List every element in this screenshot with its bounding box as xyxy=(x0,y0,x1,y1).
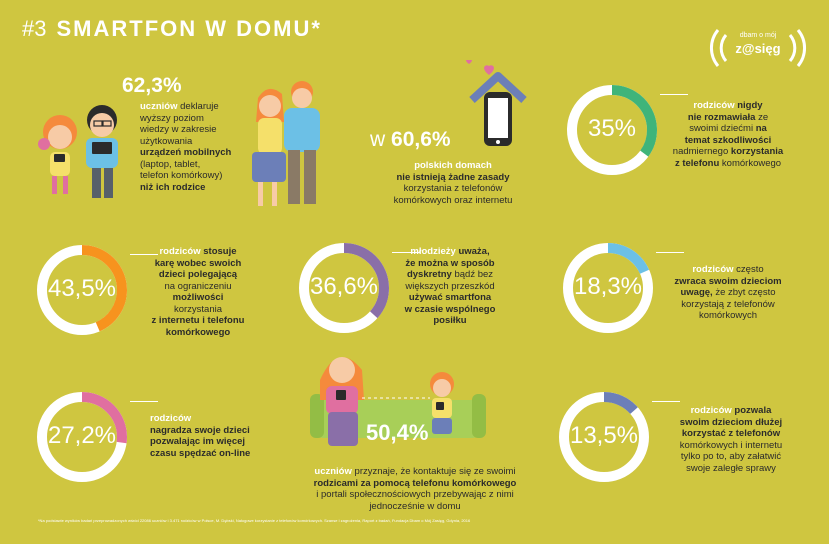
logo-line1: dbam o mój xyxy=(739,32,777,39)
house-phone-illustration xyxy=(466,60,527,146)
contact-description: uczniów przyznaje, że kontaktuje się ze … xyxy=(313,466,517,512)
ring-35-description: rodziców nigdy nie rozmawiała ze swoimi … xyxy=(672,100,784,169)
ring-arc xyxy=(559,392,649,482)
ring-label-r135: 13,5% xyxy=(569,422,639,449)
home-percent: w 60,6% xyxy=(370,128,451,152)
ring-gauge-r183 xyxy=(563,243,653,333)
mother-daughter-sofa-illustration xyxy=(310,357,486,446)
parents-illustration xyxy=(252,81,320,206)
ring-connector xyxy=(130,401,158,402)
title-text: SMARTFON W DOMU* xyxy=(56,16,322,41)
girl-figure-icon xyxy=(38,115,77,194)
ring-gauge-r272 xyxy=(37,392,127,482)
home-description: polskich domach nie istnieją żadne zasad… xyxy=(393,160,513,206)
contact-percent: 50,4% xyxy=(366,420,429,445)
ring-gauge-r135 xyxy=(559,392,649,482)
ring-183-description: rodziców często zwraca swoim dzieciom uw… xyxy=(674,264,782,321)
ring-connector xyxy=(660,94,688,95)
hearts-icon xyxy=(466,60,494,75)
users-description: uczniów deklaruje wyższy poziom wiedzy w… xyxy=(140,101,232,193)
father-figure-icon xyxy=(284,81,320,204)
ring-435-description: rodziców stosuje karę wobec swoich dziec… xyxy=(151,246,245,338)
ring-connector xyxy=(656,252,684,253)
phone-icon xyxy=(436,402,444,410)
ring-arc xyxy=(567,85,657,175)
logo: dbam o mój z@sięg xyxy=(702,22,814,72)
ring-label-r272: 27,2% xyxy=(47,422,117,449)
home-percent-prefix: w xyxy=(370,128,386,151)
kids-with-phones-illustration xyxy=(38,105,118,198)
ring-arc xyxy=(299,243,389,333)
ring-label-r183: 18,3% xyxy=(573,273,643,300)
ring-arc xyxy=(563,243,653,333)
ring-connector xyxy=(652,401,680,402)
ring-272-description: rodziców nagradza swoje dzieci pozwalają… xyxy=(150,413,251,459)
home-percent-value: 60,6% xyxy=(391,128,451,151)
footnote: *Na podstawie wyników badań przeprowadzo… xyxy=(38,518,471,523)
ring-gauge-r435 xyxy=(37,245,127,335)
roof-icon xyxy=(469,72,527,103)
ring-arc xyxy=(37,245,127,335)
ring-label-r435: 43,5% xyxy=(47,275,117,302)
ring-gauge-r366 xyxy=(299,243,389,333)
phone-icon xyxy=(336,390,346,400)
ring-connector xyxy=(130,254,158,255)
ring-label-r366: 36,6% xyxy=(309,273,379,300)
signal-waves-icon xyxy=(710,29,806,67)
ring-label-r35: 35% xyxy=(587,115,637,142)
ring-gauge-r35 xyxy=(567,85,657,175)
page-title: #3 SMARTFON W DOMU* xyxy=(22,16,322,42)
ring-366-description: młodzieży uważa, że można w sposób dyskr… xyxy=(404,246,496,326)
ring-connector xyxy=(392,252,420,253)
ring-arc xyxy=(37,392,127,482)
logo-line2: z@sięg xyxy=(735,41,781,56)
ring-135-description: rodziców pozwala swoim dzieciom dłużej k… xyxy=(679,405,783,474)
mother-figure-icon xyxy=(252,88,286,206)
section-number: #3 xyxy=(22,16,47,41)
boy-figure-icon xyxy=(86,105,118,198)
users-percent: 62,3% xyxy=(122,74,182,97)
